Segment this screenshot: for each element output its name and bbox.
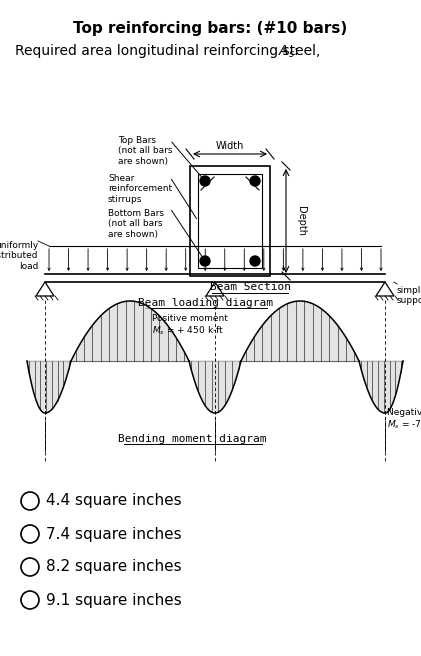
Polygon shape xyxy=(359,361,403,413)
Polygon shape xyxy=(189,361,241,413)
Circle shape xyxy=(250,256,260,266)
Text: Width: Width xyxy=(216,141,244,151)
Text: Top Bars
(not all bars
are shown): Top Bars (not all bars are shown) xyxy=(118,136,173,166)
Text: Shear
reinforcement
stirrups: Shear reinforcement stirrups xyxy=(108,174,172,204)
Circle shape xyxy=(200,256,210,266)
Text: Negative moment
$M_s$ = -750 k-ft: Negative moment $M_s$ = -750 k-ft xyxy=(387,408,421,431)
Circle shape xyxy=(250,176,260,186)
Text: Top reinforcing bars: (#10 bars): Top reinforcing bars: (#10 bars) xyxy=(73,21,347,36)
Circle shape xyxy=(200,176,210,186)
Polygon shape xyxy=(71,301,189,361)
Text: Bending moment diagram: Bending moment diagram xyxy=(118,434,266,444)
Polygon shape xyxy=(241,301,359,361)
Polygon shape xyxy=(27,361,71,413)
Text: 4.4 square inches: 4.4 square inches xyxy=(46,493,181,508)
Text: Bottom Bars
(not all bars
are shown): Bottom Bars (not all bars are shown) xyxy=(108,209,164,239)
Text: Beam loading diagram: Beam loading diagram xyxy=(138,298,272,308)
Text: uniformly
distributed
load: uniformly distributed load xyxy=(0,241,38,271)
Text: Positive moment
$M_s$ = + 450 k-ft: Positive moment $M_s$ = + 450 k-ft xyxy=(152,314,228,337)
Text: Beam Section: Beam Section xyxy=(210,282,290,292)
Text: Depth: Depth xyxy=(296,206,306,236)
Text: Required area longitudinal reinforcing steel,: Required area longitudinal reinforcing s… xyxy=(15,44,325,58)
Bar xyxy=(190,166,270,276)
Text: simple
support: simple support xyxy=(397,286,421,306)
Text: 8.2 square inches: 8.2 square inches xyxy=(46,560,181,575)
Text: 7.4 square inches: 7.4 square inches xyxy=(46,527,181,541)
Text: 9.1 square inches: 9.1 square inches xyxy=(46,592,182,607)
Bar xyxy=(198,174,262,268)
Text: $\mathit{A_s}$:: $\mathit{A_s}$: xyxy=(278,44,298,60)
